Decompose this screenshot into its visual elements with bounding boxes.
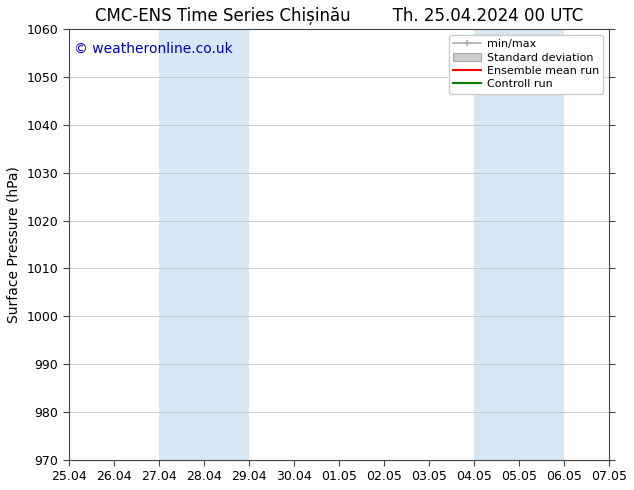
Text: © weatheronline.co.uk: © weatheronline.co.uk xyxy=(74,42,233,56)
Title: CMC-ENS Time Series Chișinău        Th. 25.04.2024 00 UTC: CMC-ENS Time Series Chișinău Th. 25.04.2… xyxy=(95,7,583,25)
Y-axis label: Surface Pressure (hPa): Surface Pressure (hPa) xyxy=(7,166,21,323)
Bar xyxy=(474,29,564,460)
Bar xyxy=(159,29,249,460)
Legend: min/max, Standard deviation, Ensemble mean run, Controll run: min/max, Standard deviation, Ensemble me… xyxy=(449,35,604,94)
